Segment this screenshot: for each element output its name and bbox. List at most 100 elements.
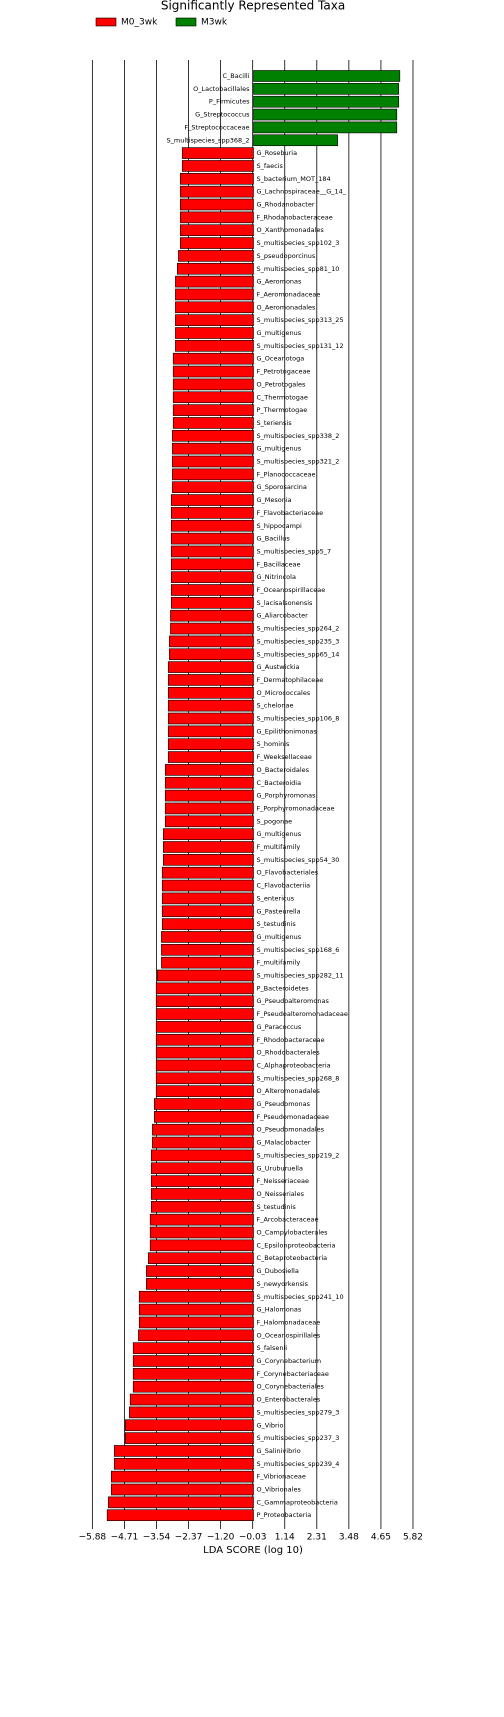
x-tick-label: −3.54 bbox=[143, 1533, 171, 1543]
legend-label: M0_3wk bbox=[121, 18, 158, 28]
bar bbox=[124, 1419, 254, 1432]
category-label: C_Bacilli bbox=[222, 72, 249, 80]
bar bbox=[113, 1445, 254, 1457]
category-label: G_Bacillus bbox=[257, 535, 291, 543]
bar bbox=[177, 262, 254, 275]
x-tick-label: 2.31 bbox=[307, 1533, 327, 1543]
category-label: S_multispecies_spp268_8 bbox=[257, 1074, 340, 1082]
bar bbox=[147, 1252, 254, 1264]
category-label: S_multispecies_spp219_2 bbox=[257, 1151, 340, 1159]
category-label: S_bacterium_MOT_184 bbox=[257, 175, 331, 183]
category-label: O_Campylobacterales bbox=[257, 1229, 329, 1237]
category-label: O_Enterobacterales bbox=[257, 1396, 321, 1404]
bar bbox=[172, 404, 254, 416]
category-label: C_Bacteroidia bbox=[257, 779, 302, 787]
category-label: G_Streptococcus bbox=[195, 111, 250, 119]
category-label: S_faecis bbox=[257, 162, 284, 170]
bar bbox=[155, 1046, 254, 1059]
bar bbox=[170, 597, 254, 609]
bar bbox=[150, 1149, 254, 1162]
category-label: C_Alphaproteobacteria bbox=[257, 1061, 331, 1069]
bar bbox=[167, 751, 254, 763]
bar bbox=[167, 699, 254, 712]
category-label: S_entericus bbox=[257, 894, 295, 902]
category-label: C_Gammaproteobacteria bbox=[257, 1498, 338, 1506]
category-label: G_Corynebacterium bbox=[257, 1357, 322, 1365]
bar bbox=[180, 173, 254, 185]
bar bbox=[138, 1329, 254, 1342]
bar bbox=[175, 301, 254, 314]
category-label: G_Halomonas bbox=[257, 1306, 302, 1314]
bar bbox=[170, 545, 254, 558]
bar bbox=[138, 1290, 254, 1303]
category-label: S_teriensis bbox=[257, 419, 293, 427]
category-label: S_multispecies_spp106_8 bbox=[257, 715, 340, 723]
category-label: G_multigenus bbox=[257, 445, 302, 453]
category-label: S_multispecies_spp338_2 bbox=[257, 432, 340, 440]
x-tick-label: 1.14 bbox=[275, 1533, 295, 1543]
category-label: F_Arcobacteraceae bbox=[257, 1216, 319, 1224]
category-label: P_Thermotogae bbox=[257, 406, 308, 414]
category-label: S_newyorkensis bbox=[257, 1280, 309, 1288]
bar bbox=[129, 1406, 254, 1419]
bar bbox=[175, 288, 254, 301]
bar bbox=[155, 995, 254, 1008]
bar bbox=[132, 1355, 254, 1367]
bar bbox=[253, 83, 400, 95]
x-tick-label: 4.65 bbox=[371, 1533, 391, 1543]
bar bbox=[167, 674, 254, 686]
bar bbox=[132, 1368, 254, 1380]
bar bbox=[129, 1393, 254, 1406]
bar bbox=[180, 237, 254, 249]
category-label: F_Rhodobacteraceae bbox=[257, 1036, 325, 1044]
category-label: F_Petrotogaceae bbox=[257, 368, 311, 376]
bar bbox=[110, 1483, 254, 1496]
bar bbox=[132, 1380, 254, 1393]
category-label: F_Weeksellaceae bbox=[257, 753, 312, 761]
bar bbox=[155, 1033, 254, 1046]
bar bbox=[161, 956, 254, 969]
bar bbox=[175, 275, 254, 288]
category-label: S_multispecies_spp81_10 bbox=[257, 265, 340, 273]
bar bbox=[253, 108, 398, 121]
bar bbox=[146, 1278, 254, 1290]
category-label: S_multispecies_spp235_3 bbox=[257, 637, 340, 645]
bar bbox=[161, 892, 254, 905]
bar bbox=[161, 866, 254, 879]
category-label: S_hominis bbox=[257, 740, 291, 748]
bar bbox=[169, 635, 254, 648]
category-label: G_Uruburuella bbox=[257, 1164, 303, 1172]
x-tick-label: −5.88 bbox=[79, 1533, 107, 1543]
bar bbox=[107, 1496, 254, 1509]
bar bbox=[172, 365, 254, 378]
category-label: G_Aliarcobacter bbox=[257, 612, 309, 620]
bar bbox=[155, 1021, 254, 1033]
category-label: G_multigenus bbox=[257, 830, 302, 838]
bar bbox=[164, 776, 254, 789]
bar bbox=[113, 1458, 254, 1470]
category-label: O_Xanthomonadales bbox=[257, 226, 325, 234]
bar bbox=[178, 250, 254, 262]
category-label: G_Pasteurella bbox=[257, 907, 301, 915]
category-label: G_Roseburia bbox=[257, 149, 298, 157]
bar bbox=[172, 352, 254, 365]
bar bbox=[150, 1188, 254, 1200]
category-label: O_Lactobacillales bbox=[193, 85, 250, 93]
bar bbox=[172, 442, 254, 455]
bar bbox=[161, 905, 254, 918]
bar bbox=[152, 1123, 254, 1136]
category-label: C_Thermotogae bbox=[257, 393, 308, 401]
category-label: G_Salinivibrio bbox=[257, 1447, 301, 1455]
category-label: F_Dermatophilaceae bbox=[257, 676, 324, 684]
bar bbox=[175, 327, 254, 339]
bar bbox=[180, 185, 254, 198]
bar bbox=[167, 712, 254, 725]
category-label: S_testudinis bbox=[257, 1203, 297, 1211]
bar bbox=[154, 1111, 254, 1123]
bar bbox=[170, 584, 254, 596]
category-label: O_Bacteroidales bbox=[257, 766, 310, 774]
category-label: S_multispecies_spp368_2 bbox=[167, 136, 250, 144]
bar bbox=[138, 1303, 254, 1316]
category-label: F_Aeromonadaceae bbox=[257, 290, 321, 298]
bar bbox=[161, 879, 254, 892]
